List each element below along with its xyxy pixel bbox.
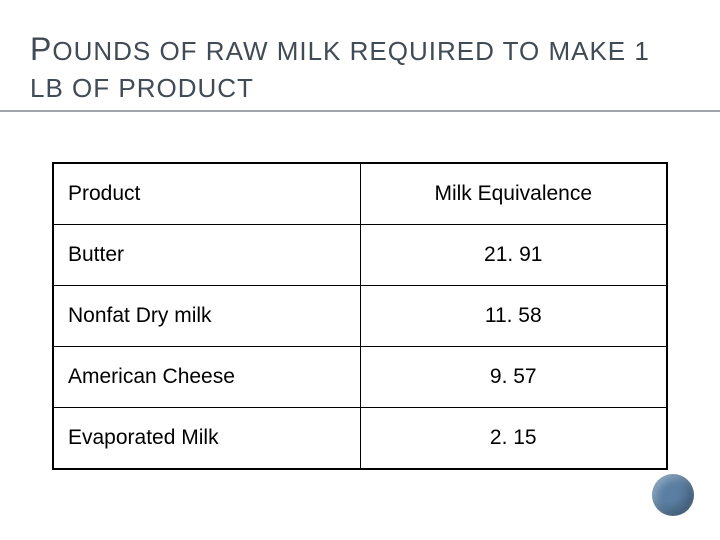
table-header-row: Product Milk Equivalence <box>53 163 667 225</box>
cell-value: 9. 57 <box>360 347 667 408</box>
accent-circle-icon <box>652 474 694 516</box>
cell-value: 11. 58 <box>360 286 667 347</box>
title-underline <box>0 110 720 112</box>
table-row: Nonfat Dry milk 11. 58 <box>53 286 667 347</box>
column-header-value: Milk Equivalence <box>360 163 667 225</box>
table-container: Product Milk Equivalence Butter 21. 91 N… <box>30 162 690 470</box>
slide-title: POUNDS OF RAW MILK REQUIRED TO MAKE 1 LB… <box>30 28 690 106</box>
cell-product: Evaporated Milk <box>53 408 360 470</box>
table-row: American Cheese 9. 57 <box>53 347 667 408</box>
milk-equivalence-table: Product Milk Equivalence Butter 21. 91 N… <box>52 162 668 470</box>
cell-value: 21. 91 <box>360 225 667 286</box>
column-header-product: Product <box>53 163 360 225</box>
table-row: Butter 21. 91 <box>53 225 667 286</box>
cell-value: 2. 15 <box>360 408 667 470</box>
cell-product: American Cheese <box>53 347 360 408</box>
title-line2: LB OF PRODUCT <box>30 73 254 103</box>
table-row: Evaporated Milk 2. 15 <box>53 408 667 470</box>
cell-product: Nonfat Dry milk <box>53 286 360 347</box>
title-first-letter: P <box>30 31 52 67</box>
title-line1: OUNDS OF RAW MILK REQUIRED TO MAKE 1 <box>52 36 650 66</box>
cell-product: Butter <box>53 225 360 286</box>
